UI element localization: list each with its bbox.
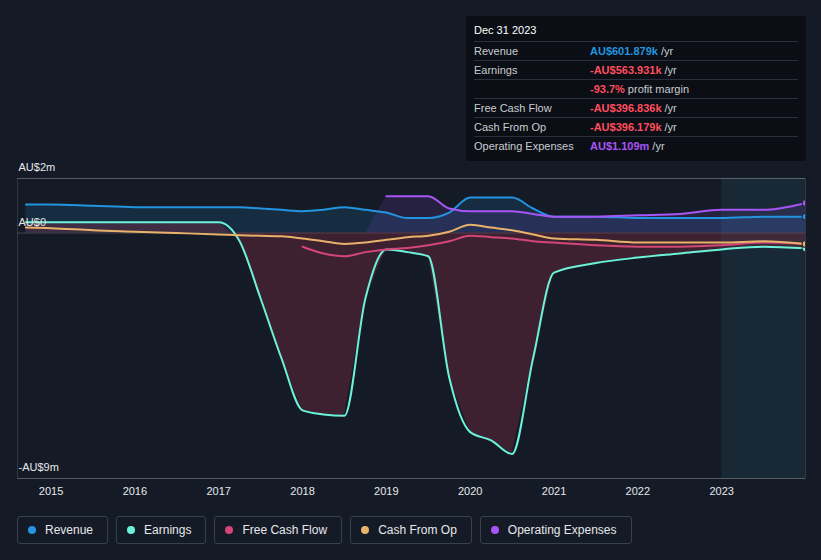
html-text:Earnings: Earnings — [144, 523, 192, 537]
svg-text:AU$2m: AU$2m — [19, 161, 56, 173]
svg-text:2015: 2015 — [39, 485, 63, 497]
html-text:-AU$396.836k /yr: -AU$396.836k /yr — [590, 102, 677, 114]
html-text:Cash From Op: Cash From Op — [474, 121, 547, 133]
html-text:Cash From Op: Cash From Op — [378, 523, 457, 537]
svg-text:2017: 2017 — [206, 485, 230, 497]
svg-text:2018: 2018 — [290, 485, 314, 497]
html-text:Earnings: Earnings — [474, 64, 518, 76]
html-text:-AU$396.179k /yr: -AU$396.179k /yr — [590, 121, 677, 133]
html-text:AU$1.109m /yr: AU$1.109m /yr — [590, 140, 665, 152]
html-text:Free Cash Flow: Free Cash Flow — [242, 523, 328, 537]
html-text:Dec 31 2023: Dec 31 2023 — [474, 24, 537, 36]
svg-text:2022: 2022 — [626, 485, 650, 497]
html-text:-93.7% profit margin: -93.7% profit margin — [590, 83, 689, 95]
svg-text:2019: 2019 — [374, 485, 398, 497]
html-text:Revenue: Revenue — [474, 45, 518, 57]
svg-text:2016: 2016 — [123, 485, 147, 497]
html-text:AU$601.879k /yr: AU$601.879k /yr — [590, 45, 674, 57]
svg-text:2023: 2023 — [709, 485, 733, 497]
html-text:-AU$563.931k /yr: -AU$563.931k /yr — [590, 64, 677, 76]
html-text:Free Cash Flow: Free Cash Flow — [474, 102, 552, 114]
html-text:Operating Expenses: Operating Expenses — [507, 523, 617, 537]
svg-text:-AU$9m: -AU$9m — [19, 461, 59, 473]
svg-text:AU$0: AU$0 — [19, 216, 47, 228]
html-text:Revenue: Revenue — [45, 523, 93, 537]
svg-text:2020: 2020 — [458, 485, 482, 497]
html-text:Operating Expenses: Operating Expenses — [474, 140, 574, 152]
svg-text:2021: 2021 — [542, 485, 566, 497]
